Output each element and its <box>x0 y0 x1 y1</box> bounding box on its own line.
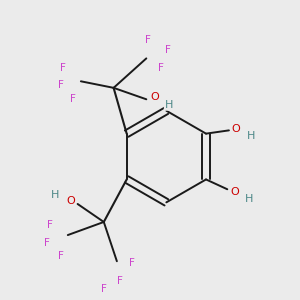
Text: O: O <box>66 196 75 206</box>
Text: H: H <box>245 194 254 204</box>
Text: O: O <box>230 187 239 197</box>
Text: O: O <box>232 124 241 134</box>
Text: F: F <box>70 94 76 104</box>
Text: F: F <box>158 63 164 73</box>
Text: F: F <box>165 45 170 55</box>
Text: H: H <box>247 131 255 141</box>
Text: F: F <box>58 80 64 90</box>
Text: F: F <box>145 35 151 45</box>
Text: F: F <box>47 220 53 230</box>
Text: F: F <box>117 276 123 286</box>
Text: O: O <box>150 92 159 102</box>
Text: H: H <box>164 100 173 110</box>
Text: F: F <box>60 63 66 73</box>
Text: F: F <box>44 238 50 248</box>
Text: F: F <box>101 284 107 294</box>
Text: F: F <box>129 258 134 268</box>
Text: H: H <box>51 190 60 200</box>
Text: F: F <box>58 251 64 261</box>
